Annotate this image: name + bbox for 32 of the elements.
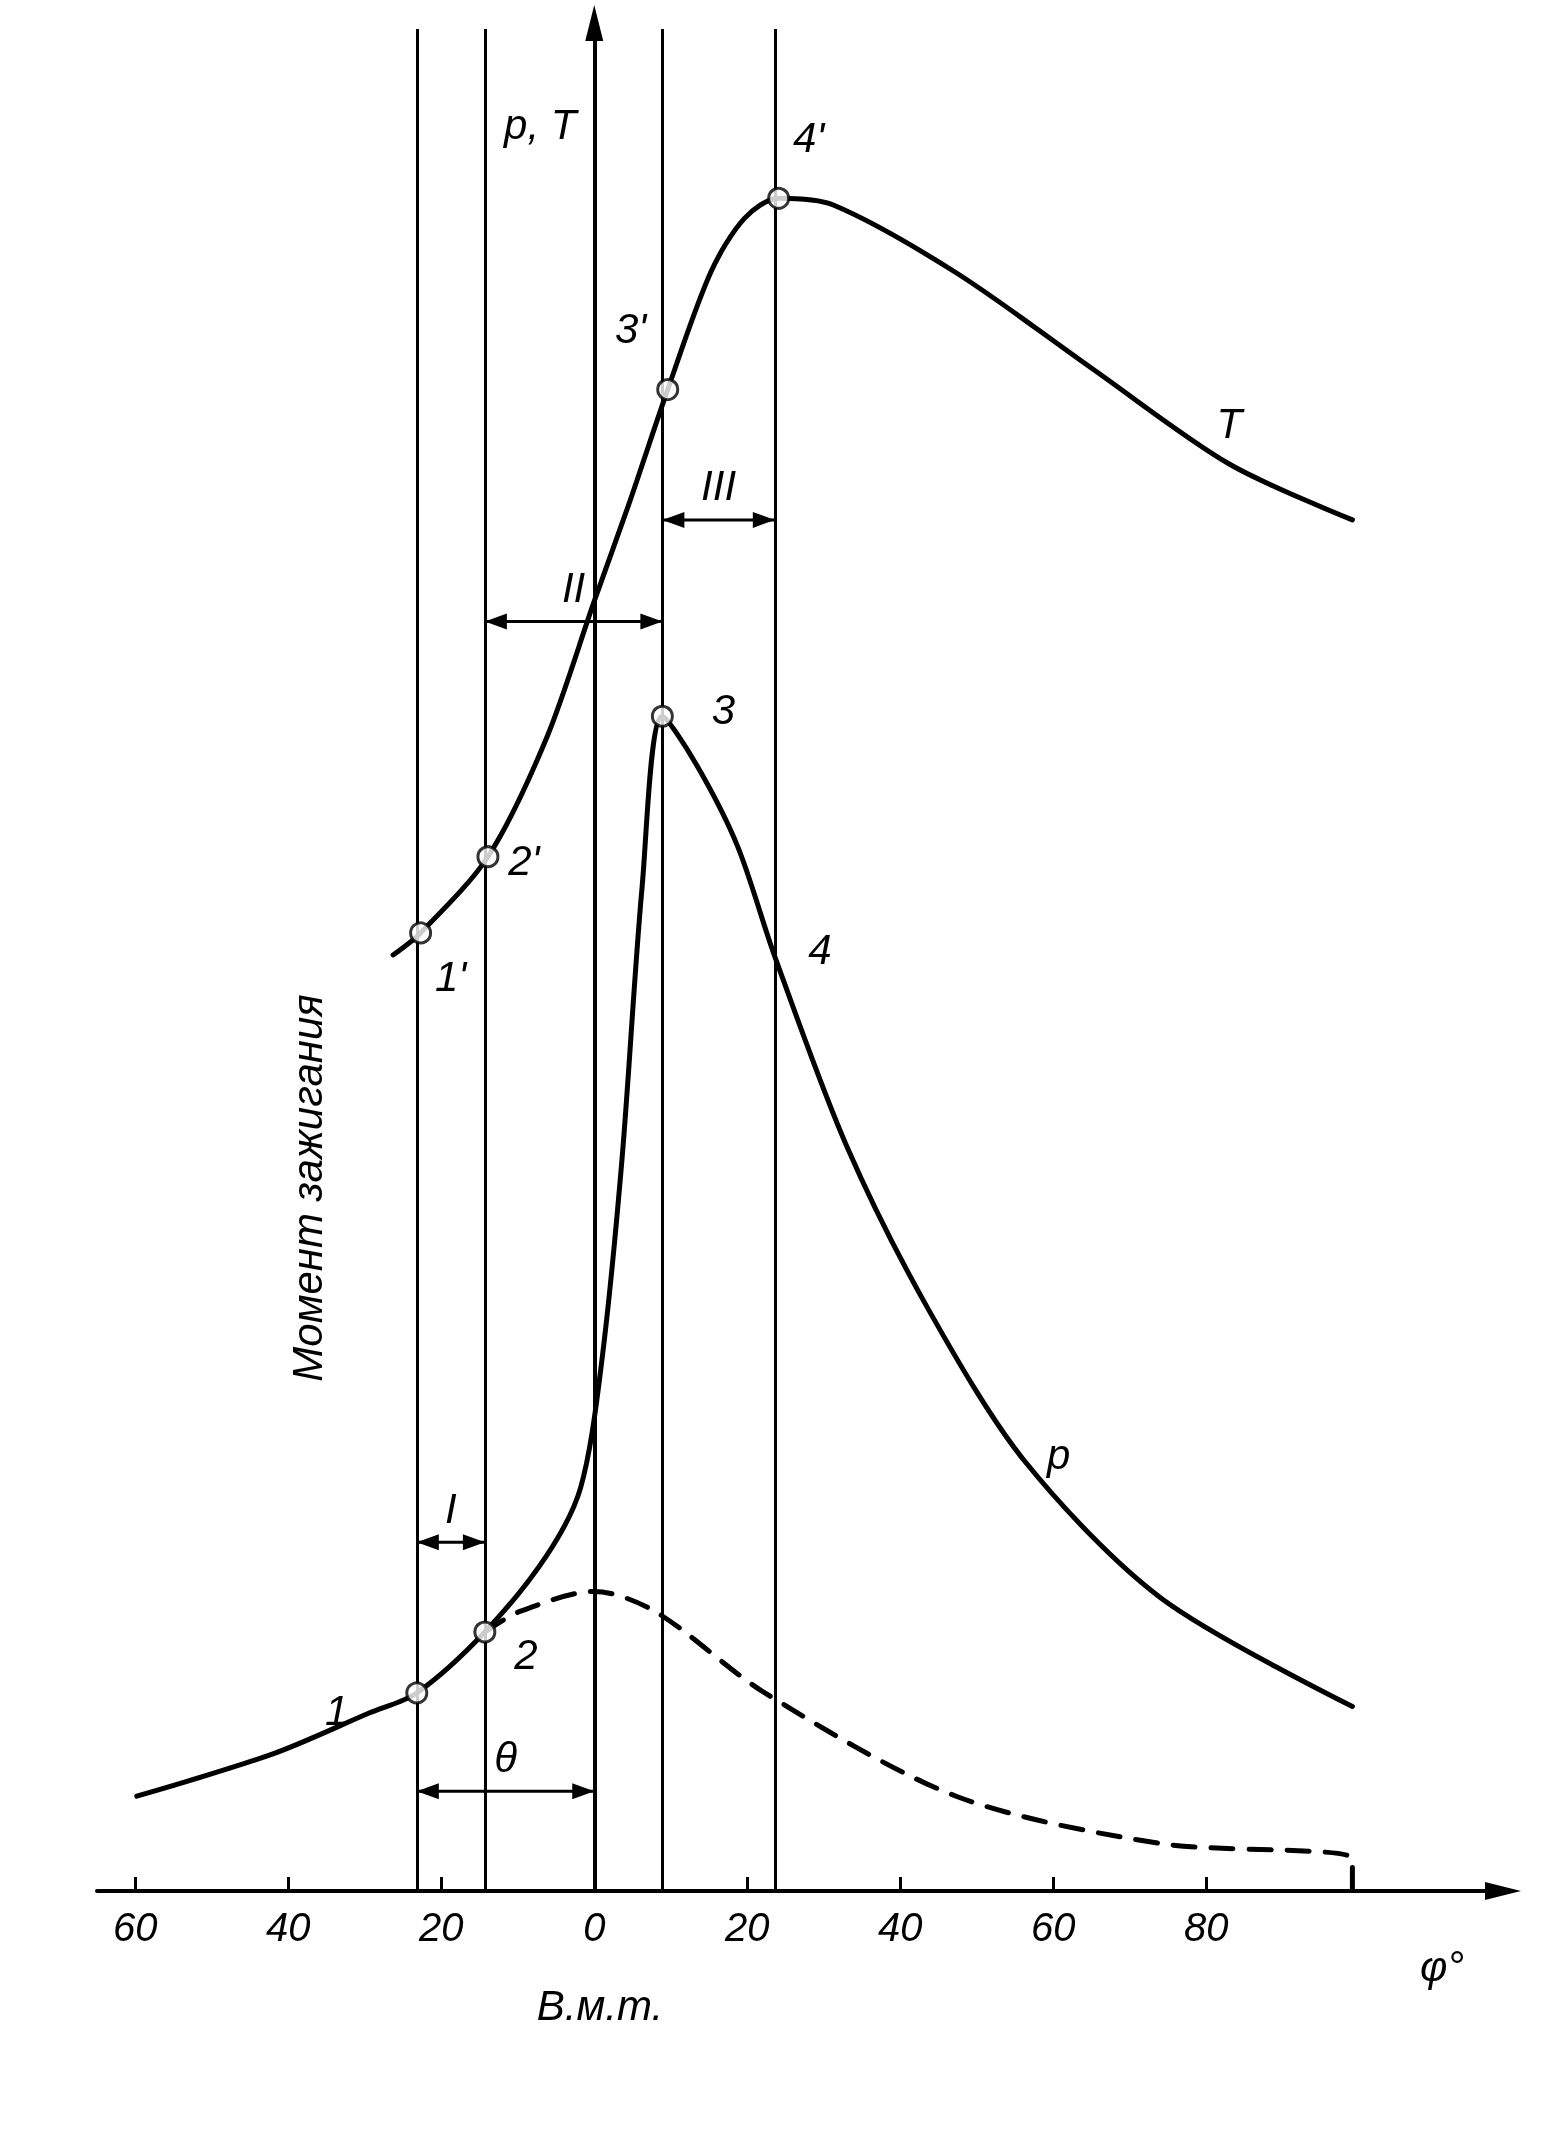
y-axis-title: p, T [502, 100, 580, 148]
text: В.м.т. [536, 1981, 664, 2029]
x-tick-label: 20 [724, 1905, 770, 1949]
annotation: 3' [615, 305, 649, 353]
point [650, 704, 674, 728]
x-tick-label: 20 [418, 1905, 464, 1949]
annotation: 2' [507, 837, 542, 885]
annotation: θ [494, 1733, 518, 1781]
point [476, 845, 500, 869]
annotation: III [701, 462, 737, 510]
annotation: 4 [808, 926, 832, 974]
annotation: I [444, 1484, 457, 1532]
annotation: p [1044, 1430, 1071, 1478]
annotation: II [561, 563, 586, 611]
point [656, 378, 680, 402]
annotation: T [1216, 399, 1246, 447]
x-tick-label: 40 [878, 1905, 923, 1949]
annotation: 3 [711, 685, 736, 733]
point [473, 1620, 497, 1644]
annotation: Момент зажигания [283, 994, 331, 1382]
annotation: 4' [792, 113, 827, 161]
x-tick-label: 0 [583, 1905, 606, 1949]
point [409, 921, 433, 945]
x-tick-label: 60 [1031, 1905, 1076, 1949]
point [405, 1681, 429, 1705]
annotation: 1' [434, 953, 469, 1001]
x-tick-label: 80 [1184, 1905, 1229, 1949]
x-tick-label: 40 [266, 1905, 311, 1949]
x-tick-label: 60 [113, 1905, 158, 1949]
annotation: 2 [513, 1630, 538, 1678]
x-axis-title: φ° [1419, 1942, 1465, 1990]
point [767, 186, 791, 210]
